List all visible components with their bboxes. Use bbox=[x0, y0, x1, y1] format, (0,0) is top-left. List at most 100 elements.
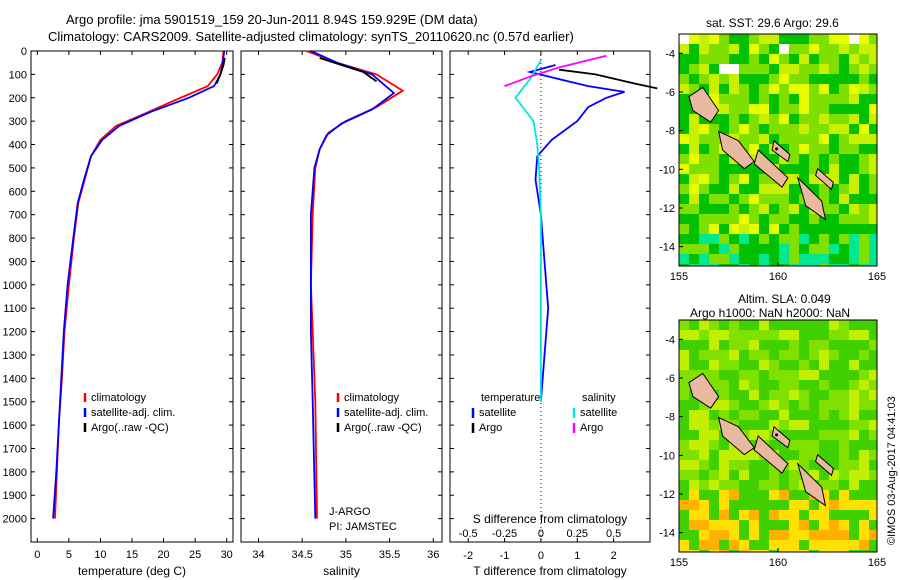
map-cell bbox=[869, 350, 877, 360]
map-cell bbox=[749, 400, 759, 410]
map-cell bbox=[719, 480, 729, 490]
map-cell bbox=[769, 84, 779, 94]
map-cell bbox=[709, 340, 719, 350]
map-cell bbox=[719, 490, 729, 500]
map-cell bbox=[729, 264, 739, 266]
map-cell bbox=[769, 410, 779, 420]
map-cell bbox=[809, 184, 819, 194]
map-cell bbox=[849, 400, 859, 410]
map-cell bbox=[789, 54, 799, 64]
map-cell bbox=[799, 320, 809, 330]
map-cell bbox=[839, 530, 849, 540]
map-cell bbox=[699, 34, 709, 44]
x-tick-label: 10 bbox=[94, 549, 106, 561]
map-cell bbox=[819, 340, 829, 350]
map-cell bbox=[729, 410, 739, 420]
map-cell bbox=[809, 510, 819, 520]
map-cell bbox=[839, 264, 849, 266]
map-cell bbox=[829, 214, 839, 224]
map-cell bbox=[779, 470, 789, 480]
map-cell bbox=[709, 164, 719, 174]
map-cell bbox=[869, 154, 877, 164]
map-cell bbox=[679, 144, 689, 154]
map-cell bbox=[799, 224, 809, 234]
map-cell bbox=[699, 480, 709, 490]
map-cell bbox=[789, 244, 799, 254]
map-cell bbox=[789, 164, 799, 174]
map-cell bbox=[779, 254, 789, 264]
map-cell bbox=[829, 54, 839, 64]
map-cell bbox=[739, 470, 749, 480]
map-cell bbox=[839, 224, 849, 234]
map-cell bbox=[769, 470, 779, 480]
map-cell bbox=[809, 244, 819, 254]
map-cell bbox=[849, 154, 859, 164]
map-cell bbox=[699, 410, 709, 420]
legend-entry: satellite-adj. clim. bbox=[344, 407, 428, 419]
map-cell bbox=[869, 204, 877, 214]
y-tick-label: 100 bbox=[9, 69, 27, 81]
figure-title-line2: Climatology: CARS2009. Satellite-adjuste… bbox=[48, 29, 574, 44]
island-shape bbox=[771, 139, 791, 163]
island-shape bbox=[796, 176, 827, 221]
map-cell bbox=[859, 234, 869, 244]
map-cell bbox=[829, 194, 839, 204]
map-cell bbox=[729, 44, 739, 54]
map-cell bbox=[799, 440, 809, 450]
map-cell bbox=[729, 520, 739, 530]
legend-entry: satellite bbox=[580, 407, 617, 419]
map-cell bbox=[869, 84, 877, 94]
map-cell bbox=[869, 480, 877, 490]
y-tick-label: 1400 bbox=[3, 373, 27, 385]
map-cell bbox=[839, 254, 849, 264]
map-y-tick-label: -8 bbox=[665, 126, 675, 138]
map-cell bbox=[679, 550, 689, 552]
map-cell bbox=[729, 104, 739, 114]
x-tick-label: 35.5 bbox=[379, 549, 400, 561]
map-cell bbox=[869, 380, 877, 390]
map-cell bbox=[799, 214, 809, 224]
map-cell bbox=[819, 370, 829, 380]
sla-map-title: Altim. SLA: 0.049 bbox=[738, 292, 831, 306]
map-cell bbox=[709, 234, 719, 244]
map-cell bbox=[689, 164, 699, 174]
map-cell bbox=[749, 44, 759, 54]
map-y-tick-label: -10 bbox=[659, 450, 675, 462]
map-cell bbox=[839, 154, 849, 164]
map-cell bbox=[849, 74, 859, 84]
map-cell bbox=[729, 320, 739, 330]
map-cell bbox=[859, 184, 869, 194]
map-cell bbox=[819, 490, 829, 500]
map-cell bbox=[849, 264, 859, 266]
map-cell bbox=[709, 540, 719, 550]
map-cell bbox=[789, 440, 799, 450]
map-cell bbox=[789, 104, 799, 114]
map-cell bbox=[849, 54, 859, 64]
map-cell bbox=[759, 420, 769, 430]
series-line-temperature-satellite bbox=[526, 64, 625, 402]
map-cell bbox=[859, 264, 869, 266]
map-cell bbox=[859, 34, 869, 44]
map-cell bbox=[799, 420, 809, 430]
map-cell bbox=[789, 420, 799, 430]
map-cell bbox=[839, 370, 849, 380]
map-cell bbox=[699, 194, 709, 204]
map-cell bbox=[839, 480, 849, 490]
legend-entry: climatology bbox=[344, 392, 400, 404]
map-cell bbox=[769, 254, 779, 264]
map-cell bbox=[799, 94, 809, 104]
map-cell bbox=[789, 470, 799, 480]
y-tick-label: 1000 bbox=[3, 280, 27, 292]
map-cell bbox=[749, 320, 759, 330]
map-cell bbox=[839, 194, 849, 204]
map-cell bbox=[709, 144, 719, 154]
map-cell bbox=[819, 254, 829, 264]
map-cell bbox=[689, 520, 699, 530]
map-cell bbox=[779, 244, 789, 254]
map-cell bbox=[799, 410, 809, 420]
map-cell bbox=[849, 480, 859, 490]
map-cell bbox=[729, 234, 739, 244]
map-cell bbox=[729, 330, 739, 340]
map-cell bbox=[809, 44, 819, 54]
legend-entry: satellite-adj. clim. bbox=[91, 407, 175, 419]
